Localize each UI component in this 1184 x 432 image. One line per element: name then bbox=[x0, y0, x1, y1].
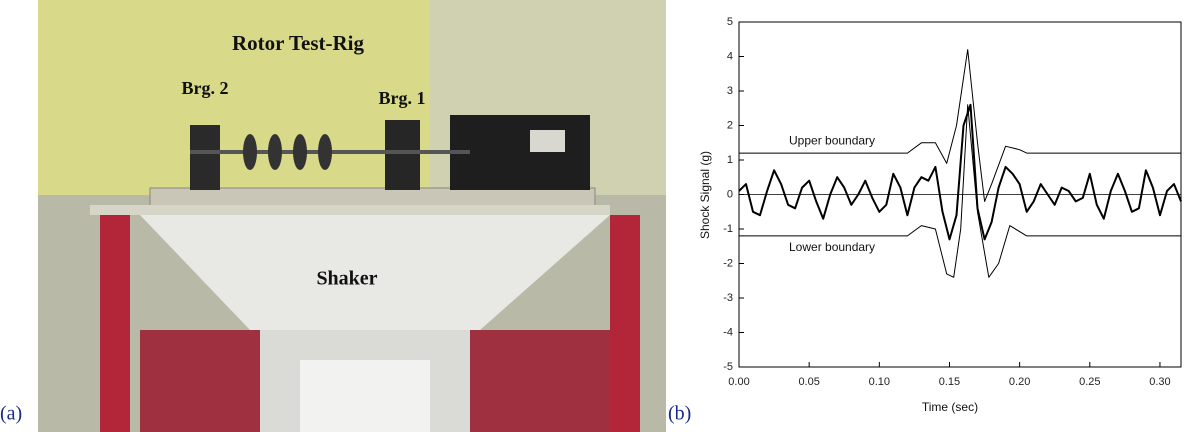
y-tick-label: 3 bbox=[727, 85, 733, 97]
photo-annotation: Brg. 2 bbox=[182, 78, 229, 98]
y-tick-label: -3 bbox=[723, 292, 733, 304]
panel-label: (a) bbox=[0, 403, 22, 425]
boundary-line bbox=[739, 104, 1181, 278]
x-tick-label: 0.00 bbox=[728, 376, 749, 388]
x-tick-label: 0.20 bbox=[1009, 376, 1030, 388]
line-annotation: Upper boundary bbox=[789, 133, 875, 147]
y-tick-label: -1 bbox=[723, 223, 733, 235]
x-tick-label: 0.30 bbox=[1149, 376, 1170, 388]
photo-annotation: Rotor Test-Rig bbox=[232, 31, 365, 55]
photo-annotation: Shaker bbox=[316, 268, 377, 290]
line-annotation: Lower boundary bbox=[789, 240, 875, 254]
y-axis-title: Shock Signal (g) bbox=[698, 151, 712, 239]
y-tick-label: -4 bbox=[723, 326, 733, 338]
y-tick-label: 5 bbox=[727, 16, 733, 28]
x-tick-label: 0.05 bbox=[798, 376, 819, 388]
y-tick-label: 4 bbox=[727, 50, 733, 62]
y-tick-label: 1 bbox=[727, 154, 733, 166]
x-axis-title: Time (sec) bbox=[922, 400, 978, 414]
panel-label: (b) bbox=[668, 403, 691, 425]
y-tick-label: -5 bbox=[723, 361, 733, 373]
photo: Rotor Test-Rig Brg. 2 Brg. 1 Shaker bbox=[38, 0, 666, 432]
chart: Time (sec) Shock Signal (g) -5 -4 -3 -2 -1 0 1… bbox=[698, 16, 1182, 414]
y-tick-label: 0 bbox=[727, 188, 733, 200]
boundary-line bbox=[739, 49, 1181, 202]
x-tick-label: 0.15 bbox=[939, 376, 960, 388]
y-tick-label: 2 bbox=[727, 119, 733, 131]
signal-line bbox=[738, 103, 1182, 241]
photo-annotation: Brg. 1 bbox=[379, 88, 426, 108]
x-tick-label: 0.10 bbox=[869, 376, 890, 388]
y-tick-label: -2 bbox=[723, 257, 733, 269]
x-tick-label: 0.25 bbox=[1079, 376, 1100, 388]
